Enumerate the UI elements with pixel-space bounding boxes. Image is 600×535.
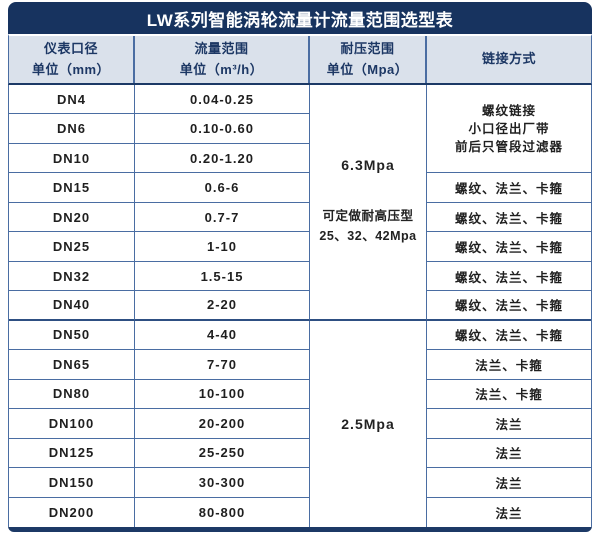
flow-range-cell: 1.5-15: [135, 261, 310, 292]
header-row: 仪表口径 单位（mm） 流量范围 单位（m³/h） 耐压范围 单位（Mpa） 链…: [8, 34, 592, 85]
diameter-cell: DN100: [9, 409, 135, 439]
diameter-cell: DN20: [9, 202, 135, 233]
connection-cell: 螺纹、法兰、卡箍: [427, 320, 591, 351]
connection-line: 小口径出厂带: [468, 121, 550, 136]
connection-cell: 法兰、卡箍: [427, 350, 591, 380]
connection-merged-cell: 螺纹链接 小口径出厂带 前后只管段过滤器: [427, 85, 591, 174]
header-cell-connection: 链接方式: [427, 36, 591, 83]
flow-range-cell: 4-40: [135, 320, 310, 351]
pressure-value: 6.3Mpa: [341, 157, 395, 174]
flow-range-cell: 0.10-0.60: [135, 114, 310, 144]
diameter-cell: DN80: [9, 379, 135, 410]
connection-cell: 螺纹、法兰、卡箍: [427, 291, 591, 321]
flow-range-cell: 1-10: [135, 232, 310, 262]
pressure-group-cell: 2.5Mpa: [310, 320, 427, 527]
connection-cell: 螺纹、法兰、卡箍: [427, 173, 591, 203]
connection-line: 前后只管段过滤器: [454, 139, 563, 154]
diameter-cell: DN25: [9, 232, 135, 262]
pressure-value: 2.5Mpa: [341, 415, 395, 432]
connection-cell: 法兰: [427, 409, 591, 439]
connection-cell: 法兰、卡箍: [427, 379, 591, 410]
header-line: 单位（m³/h）: [179, 61, 264, 77]
header-line: 流量范围: [194, 41, 249, 57]
selection-table-card: LW系列智能涡轮流量计流量范围选型表 仪表口径 单位（mm） 流量范围 单位（m…: [8, 2, 592, 532]
diameter-cell: DN15: [9, 173, 135, 203]
flow-range-cell: 0.7-7: [135, 202, 310, 233]
pressure-group-cell: 6.3Mpa 可定做耐高压型 25、32、42Mpa: [310, 85, 427, 321]
flow-range-cell: 0.04-0.25: [135, 85, 310, 115]
bottom-bar: [8, 527, 592, 532]
table-title: LW系列智能涡轮流量计流量范围选型表: [146, 10, 454, 30]
diameter-cell: DN200: [9, 497, 135, 527]
header-line: 链接方式: [481, 51, 536, 67]
diameter-cell: DN32: [9, 261, 135, 292]
title-bar: LW系列智能涡轮流量计流量范围选型表: [8, 2, 592, 34]
diameter-cell: DN65: [9, 350, 135, 380]
pressure-note-line: 可定做耐高压型: [322, 209, 414, 224]
table-body: DN4 DN6 DN10 DN15 DN20 DN25 DN32 DN40 DN…: [8, 85, 592, 527]
diameter-cell: DN4: [9, 85, 135, 115]
flow-range-cell: 0.20-1.20: [135, 143, 310, 174]
connection-cell: 螺纹、法兰、卡箍: [427, 261, 591, 292]
diameter-cell: DN150: [9, 468, 135, 498]
header-line: 耐压范围: [340, 41, 395, 57]
diameter-cell: DN6: [9, 114, 135, 144]
connection-cell: 螺纹、法兰、卡箍: [427, 202, 591, 233]
connection-cell: 法兰: [427, 438, 591, 469]
header-cell-diameter: 仪表口径 单位（mm）: [9, 36, 135, 83]
header-line: 单位（Mpa）: [326, 61, 409, 77]
header-line: 单位（mm）: [31, 61, 111, 77]
flow-range-cell: 2-20: [135, 291, 310, 321]
connection-cell: 法兰: [427, 497, 591, 527]
flow-range-cell: 20-200: [135, 409, 310, 439]
connection-cell: 法兰: [427, 468, 591, 498]
table-grid: DN4 DN6 DN10 DN15 DN20 DN25 DN32 DN40 DN…: [9, 85, 591, 527]
connection-line: 螺纹链接: [481, 103, 536, 118]
diameter-cell: DN40: [9, 291, 135, 321]
diameter-cell: DN50: [9, 320, 135, 351]
flow-range-cell: 7-70: [135, 350, 310, 380]
pressure-note-line: 25、32、42Mpa: [319, 228, 417, 243]
flow-range-cell: 30-300: [135, 468, 310, 498]
flow-range-cell: 0.6-6: [135, 173, 310, 203]
diameter-cell: DN125: [9, 438, 135, 469]
flow-range-cell: 25-250: [135, 438, 310, 469]
flow-range-cell: 10-100: [135, 379, 310, 410]
header-cell-pressure: 耐压范围 单位（Mpa）: [310, 36, 427, 83]
header-cell-flow: 流量范围 单位（m³/h）: [135, 36, 310, 83]
diameter-cell: DN10: [9, 143, 135, 174]
header-line: 仪表口径: [43, 41, 98, 57]
connection-cell: 螺纹、法兰、卡箍: [427, 232, 591, 262]
flow-range-cell: 80-800: [135, 497, 310, 527]
pressure-note: 可定做耐高压型 25、32、42Mpa: [319, 207, 416, 246]
